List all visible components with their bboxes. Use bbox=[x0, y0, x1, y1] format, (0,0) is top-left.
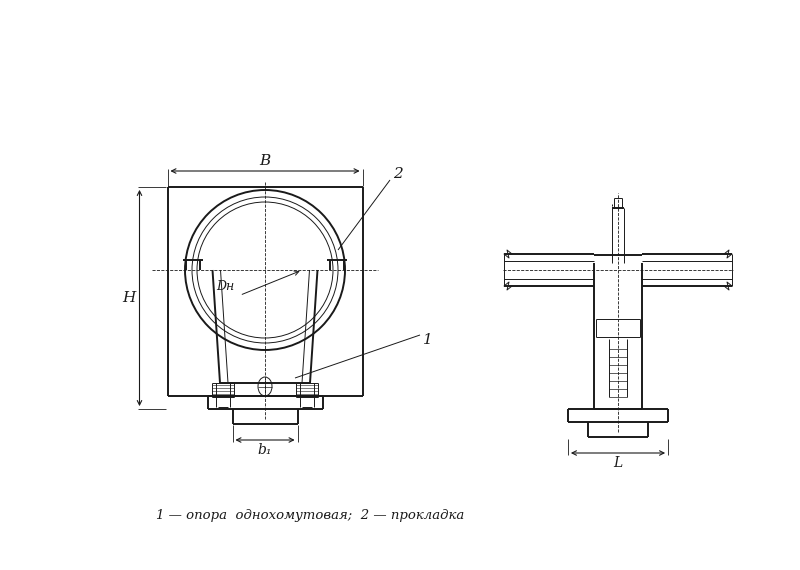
Text: 1 — опора  однохомутовая;  2 — прокладка: 1 — опора однохомутовая; 2 — прокладка bbox=[156, 508, 464, 522]
Text: 1: 1 bbox=[423, 333, 433, 347]
Text: 2: 2 bbox=[393, 167, 403, 181]
Text: B: B bbox=[259, 154, 270, 168]
Text: H: H bbox=[122, 291, 135, 305]
Text: Dн: Dн bbox=[216, 280, 234, 294]
Text: L: L bbox=[614, 456, 622, 470]
Text: b₁: b₁ bbox=[258, 443, 272, 457]
